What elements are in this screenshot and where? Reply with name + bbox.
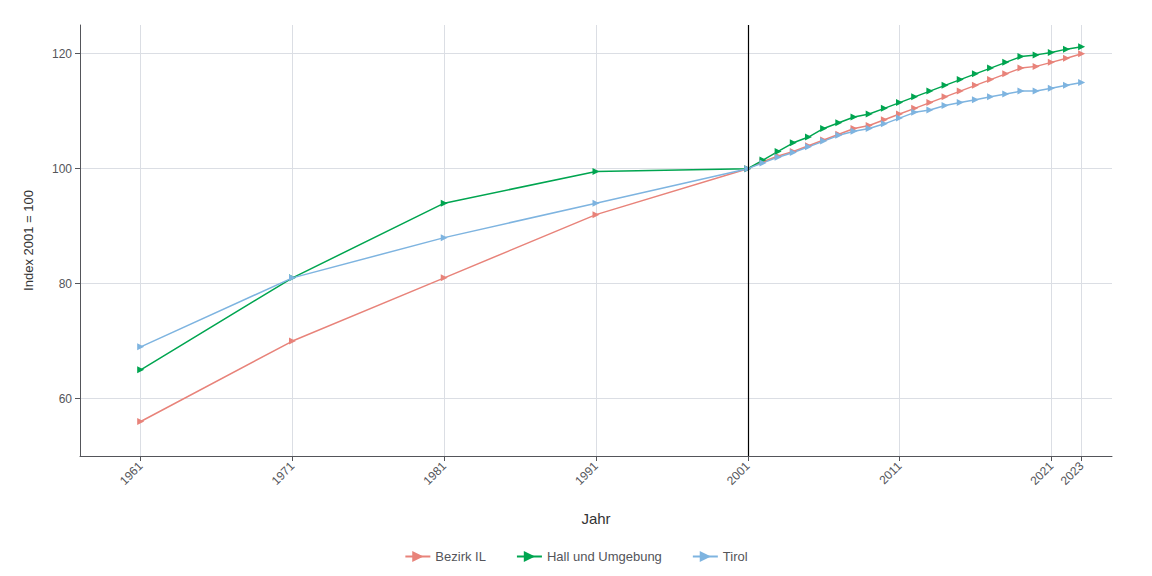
svg-text:60: 60	[59, 392, 73, 406]
svg-text:100: 100	[52, 162, 72, 176]
svg-text:2023: 2023	[1058, 459, 1087, 488]
svg-text:1981: 1981	[420, 459, 449, 488]
svg-text:Hall und Umgebung: Hall und Umgebung	[547, 549, 662, 564]
svg-text:1991: 1991	[572, 459, 601, 488]
svg-text:Index 2001 = 100: Index 2001 = 100	[21, 190, 36, 291]
svg-text:120: 120	[52, 47, 72, 61]
svg-text:1961: 1961	[117, 459, 146, 488]
svg-text:Bezirk IL: Bezirk IL	[435, 549, 486, 564]
svg-text:2001: 2001	[724, 459, 753, 488]
svg-text:2011: 2011	[876, 459, 904, 487]
svg-text:80: 80	[59, 277, 73, 291]
svg-text:2021: 2021	[1027, 459, 1056, 488]
svg-text:Jahr: Jahr	[581, 510, 610, 527]
svg-text:1971: 1971	[269, 459, 298, 488]
svg-text:Tirol: Tirol	[723, 549, 748, 564]
